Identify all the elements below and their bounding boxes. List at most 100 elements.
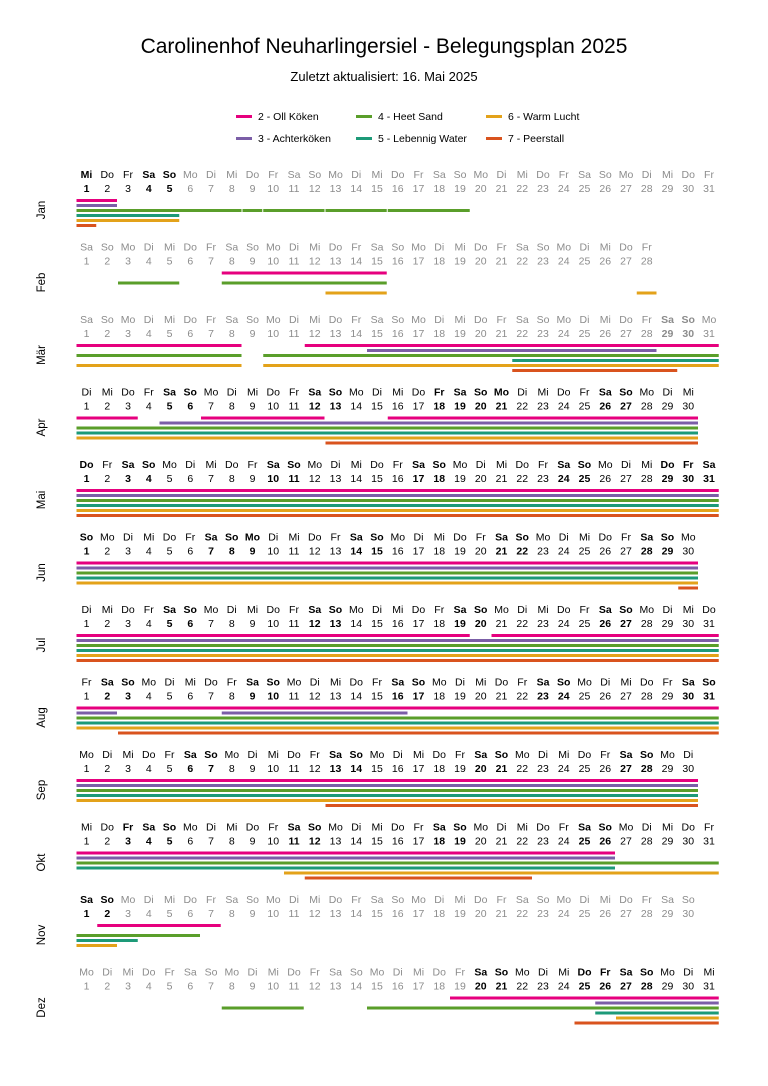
booking-bar (221, 711, 408, 715)
day-number-label: 29 (662, 328, 674, 340)
day-name-label: Fr (289, 387, 299, 399)
day-name-label: So (391, 314, 404, 326)
day-name-label: So (370, 532, 383, 544)
day-number-label: 11 (289, 256, 300, 268)
day-number-label: 22 (516, 328, 528, 340)
day-number-label: 19 (454, 981, 466, 993)
day-number-label: 30 (682, 691, 694, 703)
day-number-label: 3 (125, 763, 131, 775)
day-name-label: Fr (331, 532, 341, 544)
day-number-label: 25 (579, 908, 591, 920)
day-number-label: 1 (84, 546, 90, 558)
day-number-label: 30 (682, 618, 694, 630)
day-number-label: 31 (703, 473, 715, 485)
day-name-label: Sa (80, 242, 93, 254)
day-number-label: 11 (288, 836, 299, 848)
day-number-label: 13 (330, 618, 342, 630)
day-number-label: 8 (229, 473, 235, 485)
day-number-label: 25 (579, 836, 591, 848)
day-name-label: So (702, 677, 715, 689)
day-number-label: 23 (537, 908, 549, 920)
day-name-label: Fr (704, 169, 714, 181)
day-name-label: So (308, 822, 321, 834)
day-number-label: 29 (662, 981, 674, 993)
booking-bar (97, 924, 221, 927)
day-number-label: 13 (330, 981, 342, 993)
day-name-label: Di (206, 822, 216, 834)
day-name-label: Sa (225, 314, 238, 326)
day-name-label: Mi (81, 822, 92, 834)
day-number-label: 20 (475, 981, 487, 993)
day-number-label: 15 (371, 183, 383, 195)
day-name-label: So (101, 894, 114, 906)
day-number-label: 29 (662, 473, 674, 485)
month-block: Okt Mi 1 Do 2 Fr 3 Sa 4 So 5 Mo 6 Di 7 Mi 8 Do 9 Fr 10 Sa 11 So… (36, 822, 719, 880)
booking-bar (76, 509, 719, 512)
day-number-label: 10 (267, 908, 279, 920)
day-number-label: 24 (558, 618, 570, 630)
day-number-label: 14 (350, 473, 362, 485)
day-name-label: Sa (495, 532, 508, 544)
day-number-label: 9 (250, 473, 256, 485)
day-name-label: Fr (123, 822, 134, 834)
day-name-label: Fr (476, 532, 486, 544)
day-number-label: 16 (392, 908, 404, 920)
day-name-label: So (267, 677, 280, 689)
day-number-label: 21 (496, 183, 508, 195)
day-name-label: Do (536, 169, 550, 181)
day-number-label: 12 (309, 908, 321, 920)
day-name-label: Mi (309, 894, 320, 906)
day-number-label: 14 (350, 256, 362, 268)
day-number-label: 26 (599, 546, 611, 558)
booking-bar (76, 204, 117, 207)
day-name-label: Mi (81, 169, 93, 181)
day-name-label: Di (580, 314, 590, 326)
day-name-label: Mi (164, 314, 175, 326)
day-number-label: 4 (146, 546, 152, 558)
month-block: Jan Mi 1 Do 2 Fr 3 Sa 4 So 5 Mo 6 Di 7 Mi 8 Do 9 Fr 10 Sa 11 So… (36, 169, 715, 227)
day-name-label: So (453, 822, 466, 834)
day-number-label: 18 (433, 473, 445, 485)
day-name-label: Fr (310, 967, 320, 979)
day-name-label: Fr (206, 894, 216, 906)
day-number-label: 28 (641, 908, 653, 920)
day-number-label: 2 (104, 256, 110, 268)
day-number-label: 8 (229, 836, 235, 848)
day-number-label: 7 (208, 401, 214, 413)
day-name-label: So (246, 894, 259, 906)
day-number-label: 7 (208, 256, 214, 268)
day-name-label: So (204, 749, 217, 761)
day-name-label: So (350, 749, 363, 761)
day-name-label: Sa (163, 387, 176, 399)
legend-swatch (356, 136, 372, 140)
day-name-label: Sa (516, 314, 529, 326)
day-name-label: Di (289, 314, 299, 326)
day-number-label: 14 (350, 763, 362, 775)
day-name-label: Di (600, 677, 610, 689)
booking-bar (76, 354, 242, 357)
day-number-label: 1 (84, 836, 90, 848)
legend-label: 7 - Peerstall (508, 133, 565, 145)
day-number-label: 18 (433, 691, 445, 703)
day-number-label: 26 (599, 256, 611, 268)
day-number-label: 13 (330, 256, 342, 268)
legend-swatch (236, 136, 252, 140)
day-number-label: 3 (125, 183, 131, 195)
booking-bar (367, 349, 657, 352)
day-name-label: Do (287, 749, 301, 761)
day-number-label: 3 (125, 691, 131, 703)
day-number-label: 15 (371, 908, 383, 920)
day-number-label: 27 (620, 401, 632, 413)
day-name-label: Fr (600, 967, 611, 979)
day-name-label: So (246, 242, 259, 254)
day-number-label: 9 (250, 618, 256, 630)
day-number-label: 9 (250, 908, 256, 920)
booking-bar (76, 436, 698, 440)
day-number-label: 2 (104, 908, 110, 920)
legend-label: 2 - Oll Köken (258, 111, 319, 123)
day-name-label: So (682, 894, 695, 906)
day-number-label: 24 (558, 183, 570, 195)
day-name-label: Mo (556, 894, 571, 906)
day-name-label: Do (391, 169, 405, 181)
day-number-label: 30 (682, 908, 694, 920)
